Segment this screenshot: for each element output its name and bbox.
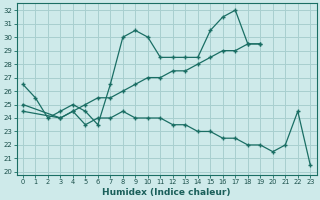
X-axis label: Humidex (Indice chaleur): Humidex (Indice chaleur) [102,188,231,197]
